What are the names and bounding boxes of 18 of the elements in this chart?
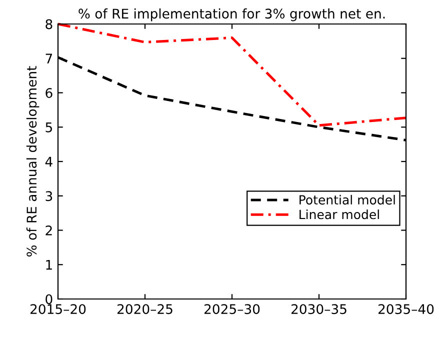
y-tick-label: 2 [46, 225, 52, 236]
y-tick-label: 6 [46, 88, 52, 98]
y-tick-label: 5 [46, 122, 52, 132]
x-tick-label: 2020–25 [117, 304, 172, 314]
x-tick-label: 2030–35 [291, 304, 346, 314]
chart-title: % of RE implementation for 3% growth net en. [78, 8, 385, 22]
y-tick-label: 4 [45, 156, 52, 167]
y-axis-title: % of RE annual development [26, 66, 40, 257]
y-tick-label: 3 [46, 191, 52, 202]
x-tick-label: 2025–30 [204, 304, 260, 314]
legend-label: Linear model [300, 210, 379, 220]
legend-label: Potential model [300, 194, 395, 205]
y-tick-label: 0 [46, 294, 52, 304]
y-tick-label: 8 [46, 19, 52, 30]
x-tick-label: 2035–40 [378, 304, 434, 314]
y-tick-label: 7 [46, 54, 52, 64]
x-tick-label: 2015–20 [30, 304, 86, 314]
y-tick-label: 1 [46, 260, 52, 270]
